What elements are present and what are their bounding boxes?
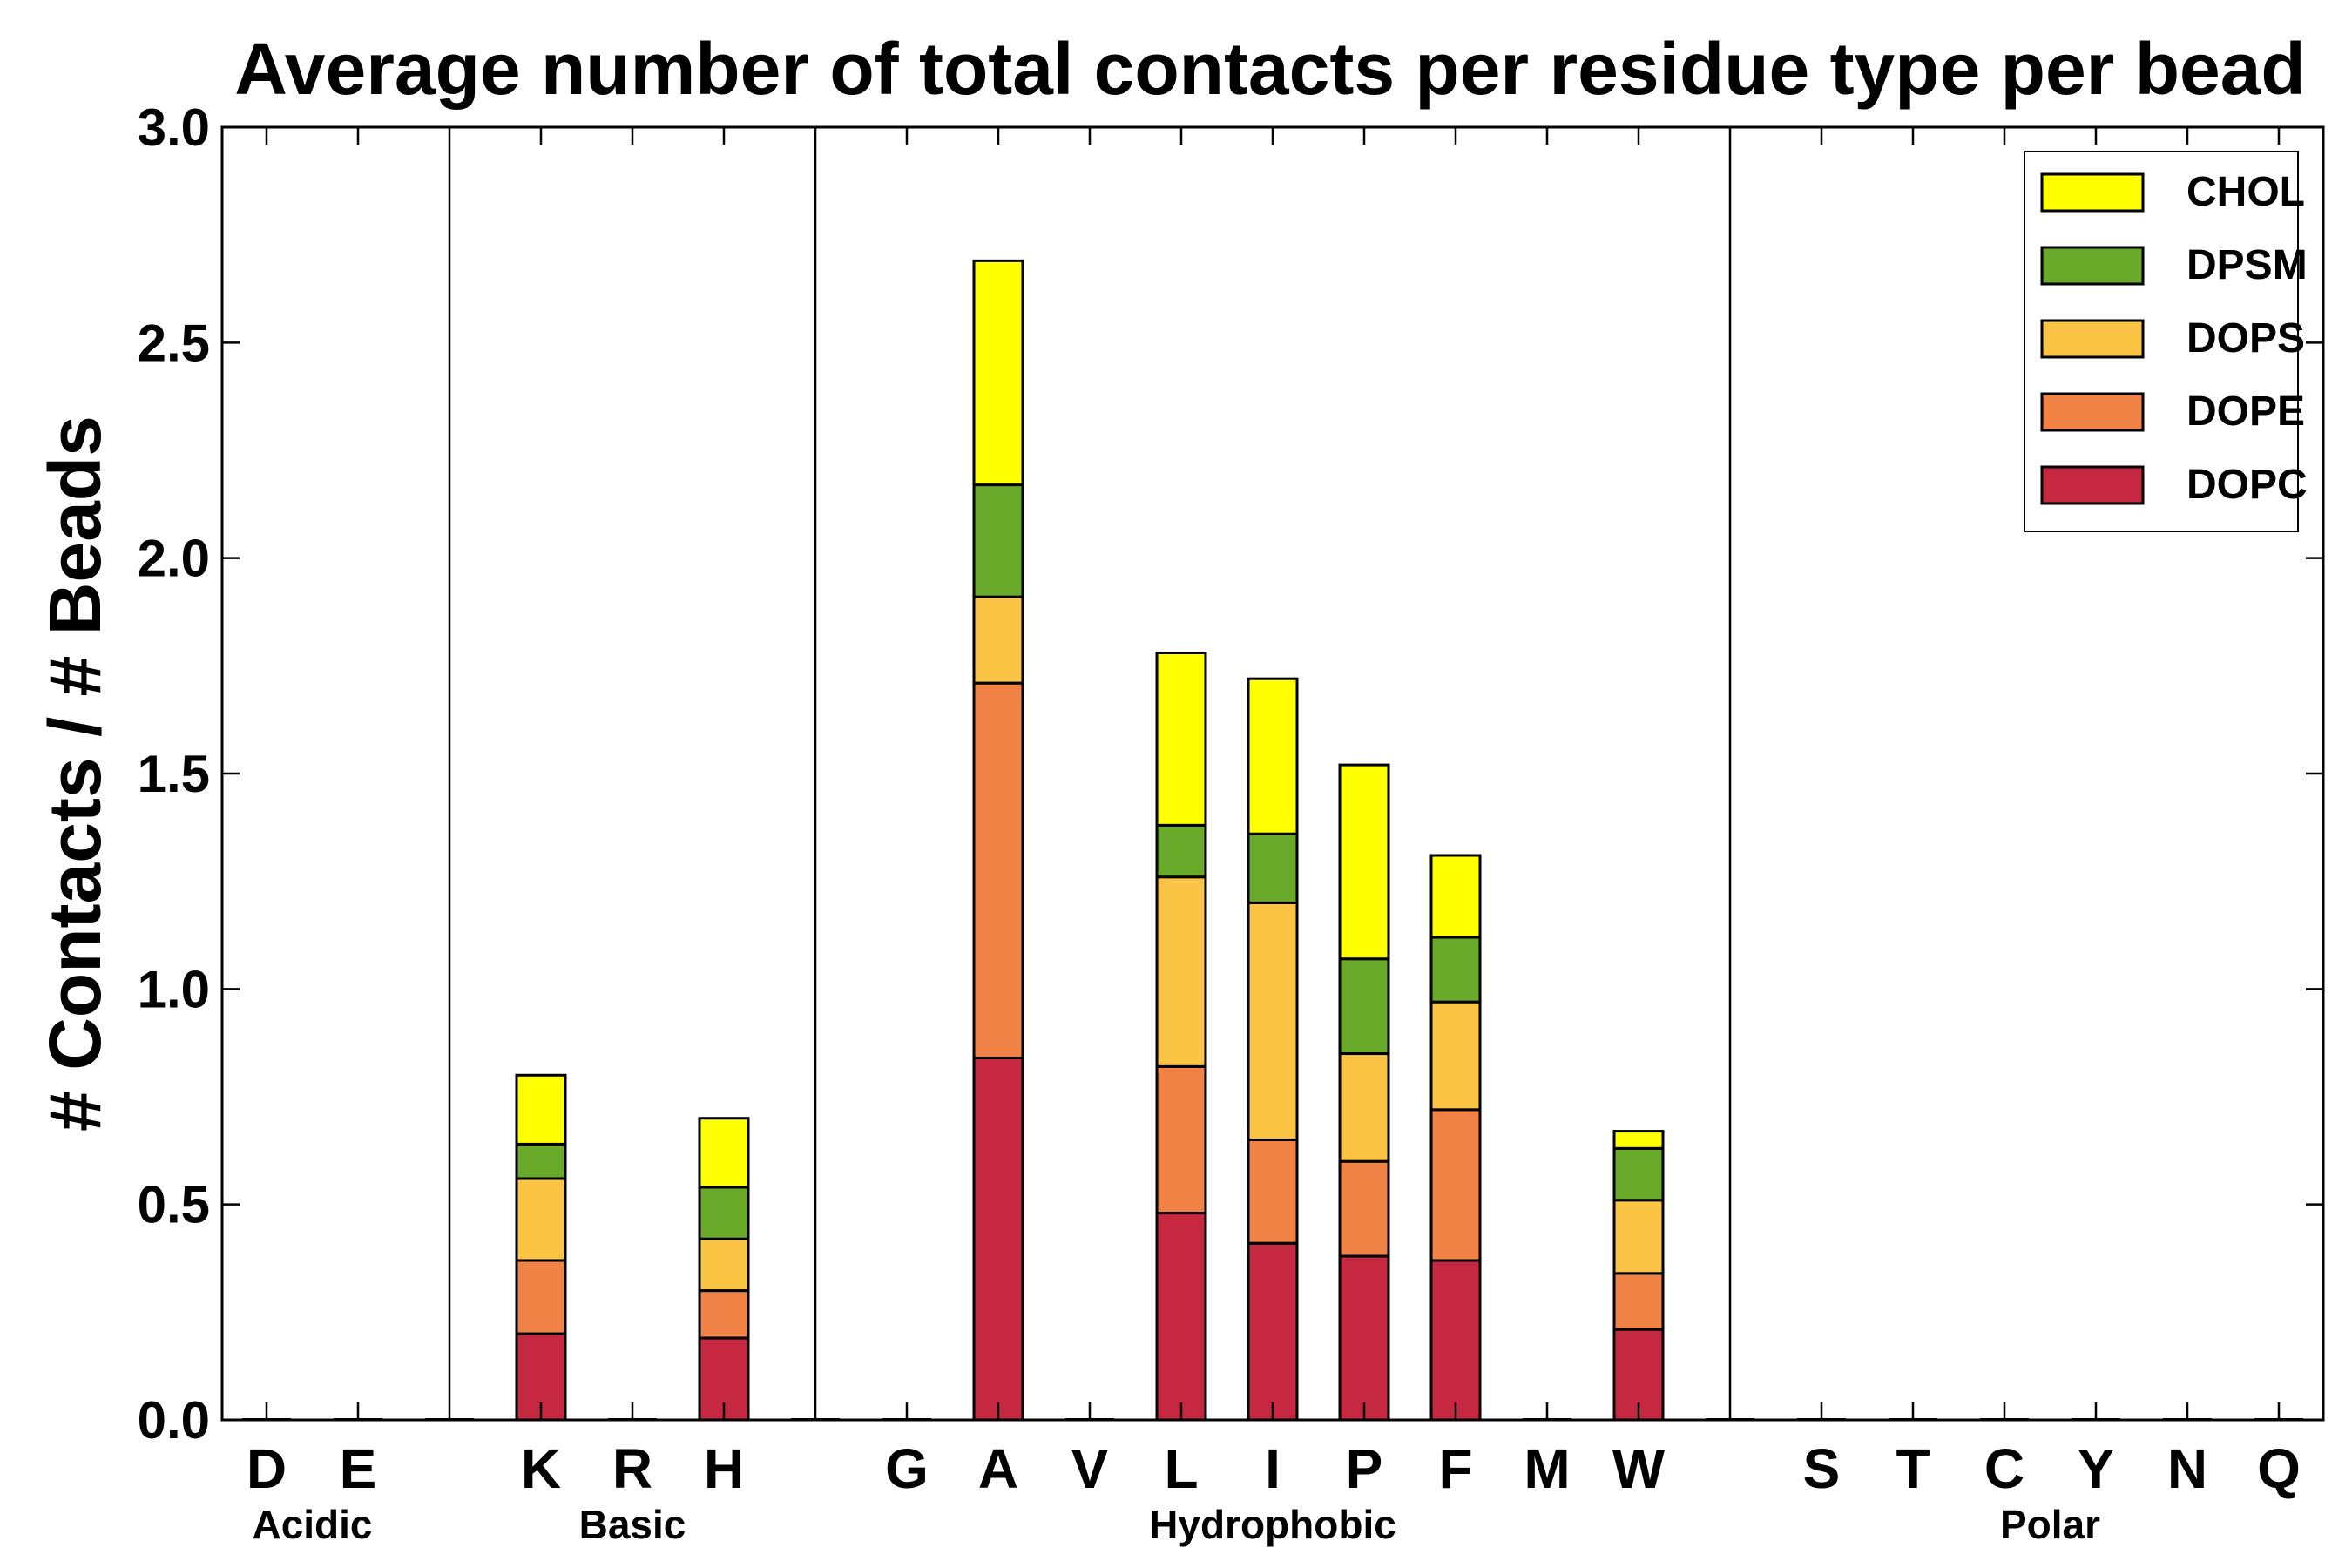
bar-K-chol [515,1073,567,1146]
x-tick-label-Q: Q [2257,1437,2301,1500]
x-tick-label-H: H [704,1437,744,1500]
bar-I-dopc [1247,1241,1299,1422]
y-tick-labels: 0.0 0.5 1.0 1.5 2.0 2.5 3.0 [138,98,210,1450]
bar-P-chol [1338,763,1390,961]
x-tick-label-P: P [1346,1437,1383,1500]
legend-label-dope: DOPE [2186,389,2305,435]
chart-title: Average number of total contacts per res… [234,28,2306,110]
axis-ticks [222,125,2323,1422]
x-tick-label-A: A [978,1437,1018,1500]
x-tick-label-R: R [612,1437,652,1500]
group-label-polar: Polar [2000,1502,2100,1547]
y-tick-label: 2.5 [138,314,210,372]
y-tick-label: 2.0 [138,530,210,588]
x-tick-label-C: C [1984,1437,2024,1500]
bar-K-dops [515,1177,567,1262]
bars [242,259,2303,1422]
legend-swatch-chol [2040,172,2145,213]
bar-W-dops [1612,1199,1665,1275]
bar-I-dops [1247,901,1299,1141]
x-tick-label-K: K [521,1437,561,1500]
x-tick-label-E: E [340,1437,377,1500]
bar-L-dpsm [1155,823,1207,879]
y-tick-label: 0.5 [138,1176,210,1234]
bar-I-chol [1247,677,1299,835]
bar-F-dpsm [1429,936,1482,1004]
legend: CHOL DPSM DOPS DOPE DOPC [2024,151,2308,532]
group-labels: Acidic Basic Hydrophobic Polar [252,1502,2100,1547]
bar-H-dops [698,1237,750,1293]
x-tick-label-F: F [1438,1437,1472,1500]
bar-F-dops [1429,1000,1482,1112]
bar-I-dpsm [1247,832,1299,904]
bar-I-dope [1247,1138,1299,1245]
legend-swatch-dope [2040,392,2145,432]
x-tick-label-L: L [1164,1437,1198,1500]
group-label-acidic: Acidic [252,1502,372,1547]
bar-A-dopc [972,1056,1024,1422]
bar-H-dpsm [698,1186,750,1240]
bar-L-dops [1155,875,1207,1068]
bar-L-dope [1155,1064,1207,1215]
x-tick-label-I: I [1265,1437,1281,1500]
x-tick-label-G: G [885,1437,929,1500]
legend-swatch-dops [2040,319,2145,359]
x-tick-label-D: D [247,1437,287,1500]
bar-P-dpsm [1338,957,1390,1056]
bar-H-chol [698,1117,750,1189]
bar-W-dpsm [1612,1146,1665,1202]
legend-swatch-dopc [2040,465,2145,505]
bar-A-dope [972,681,1024,1059]
x-tick-label-V: V [1071,1437,1109,1500]
y-tick-label: 3.0 [138,98,210,157]
bar-W-dope [1612,1272,1665,1331]
group-label-hydrophobic: Hydrophobic [1149,1502,1396,1547]
group-separators [425,127,1754,1420]
x-tick-label-Y: Y [2078,1437,2115,1500]
y-tick-label: 1.5 [138,745,210,803]
x-tick-label-N: N [2167,1437,2207,1500]
bar-F-chol [1429,854,1482,939]
y-axis-label: # Contacts / # Beads [34,416,116,1132]
legend-swatch-dpsm [2040,246,2145,286]
legend-label-dops: DOPS [2186,315,2305,362]
group-label-basic: Basic [579,1502,686,1547]
y-tick-label: 1.0 [138,960,210,1018]
bar-F-dopc [1429,1259,1482,1422]
bar-W-chol [1612,1130,1665,1150]
bar-A-dpsm [972,483,1024,598]
legend-label-dopc: DOPC [2186,462,2308,508]
x-tick-label-M: M [1524,1437,1570,1500]
legend-label-dpsm: DPSM [2186,242,2308,288]
bar-K-dpsm [515,1142,567,1180]
bar-P-dopc [1338,1254,1390,1422]
bar-P-dops [1338,1052,1390,1163]
bar-L-dopc [1155,1212,1207,1422]
y-tick-label: 0.0 [138,1391,210,1450]
bar-H-dope [698,1289,750,1340]
x-tick-label-T: T [1896,1437,1930,1500]
x-tick-label-W: W [1612,1437,1666,1500]
legend-label-chol: CHOL [2186,169,2305,215]
bar-A-dops [972,595,1024,685]
x-tick-label-S: S [1803,1437,1841,1500]
bar-F-dope [1429,1108,1482,1262]
bar-L-chol [1155,651,1207,827]
bar-A-chol [972,259,1024,487]
bar-K-dope [515,1259,567,1335]
bar-P-dope [1338,1159,1390,1258]
